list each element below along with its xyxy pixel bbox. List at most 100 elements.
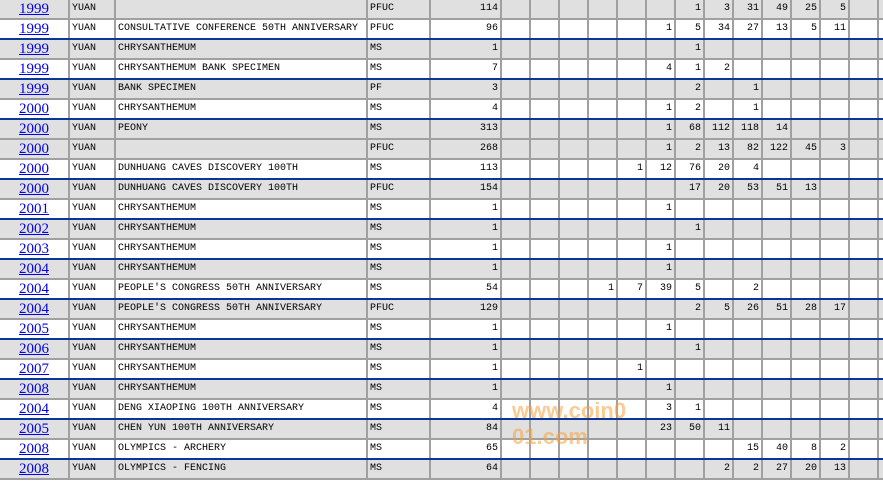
grade-count-cell bbox=[647, 80, 676, 98]
filler-cell bbox=[879, 80, 883, 98]
grade-count-cell bbox=[531, 160, 560, 178]
year-link[interactable]: 1999 bbox=[19, 61, 49, 77]
year-link[interactable]: 2006 bbox=[19, 341, 49, 357]
year-link[interactable]: 2004 bbox=[19, 281, 49, 297]
year-link[interactable]: 2005 bbox=[19, 321, 49, 337]
grade-count-cell: 51 bbox=[763, 300, 792, 318]
year-link[interactable]: 2000 bbox=[19, 181, 49, 197]
total-cell: 268 bbox=[431, 140, 502, 158]
year-cell: 2000 bbox=[0, 160, 70, 178]
year-link[interactable]: 2008 bbox=[19, 441, 49, 457]
grade-count-cell bbox=[618, 380, 647, 398]
year-link[interactable]: 2008 bbox=[19, 461, 49, 477]
grade-count-cell bbox=[647, 0, 676, 18]
type-cell: MS bbox=[368, 340, 431, 358]
denomination-cell: YUAN bbox=[70, 280, 116, 298]
year-link[interactable]: 2004 bbox=[19, 301, 49, 317]
grade-count-cell: 7 bbox=[618, 280, 647, 298]
description-cell: CHRYSANTHEMUM bbox=[116, 100, 368, 118]
grade-count-cell bbox=[502, 260, 531, 278]
year-link[interactable]: 2002 bbox=[19, 221, 49, 237]
year-link[interactable]: 1999 bbox=[19, 81, 49, 97]
grade-count-cell: 2 bbox=[705, 460, 734, 478]
total-cell: 154 bbox=[431, 180, 502, 198]
grade-count-cell: 4 bbox=[734, 160, 763, 178]
filler-cell bbox=[879, 320, 883, 338]
description-cell bbox=[116, 140, 368, 158]
filler-cell bbox=[879, 300, 883, 318]
denomination-cell: YUAN bbox=[70, 420, 116, 438]
year-link[interactable]: 2007 bbox=[19, 361, 49, 377]
grade-count-cell: 13 bbox=[792, 180, 821, 198]
type-cell: MS bbox=[368, 100, 431, 118]
grade-count-cell bbox=[560, 220, 589, 238]
year-link[interactable]: 2003 bbox=[19, 241, 49, 257]
description-cell: DENG XIAOPING 100TH ANNIVERSARY bbox=[116, 400, 368, 418]
grade-count-cell bbox=[792, 80, 821, 98]
grade-count-cell: 118 bbox=[734, 120, 763, 138]
year-link[interactable]: 2000 bbox=[19, 101, 49, 117]
grade-count-cell bbox=[531, 120, 560, 138]
filler-cell bbox=[879, 440, 883, 458]
type-cell: PFUC bbox=[368, 0, 431, 18]
grade-count-cell: 20 bbox=[792, 460, 821, 478]
year-link[interactable]: 2004 bbox=[19, 261, 49, 277]
grade-count-cell bbox=[589, 340, 618, 358]
year-link[interactable]: 2000 bbox=[19, 141, 49, 157]
grade-count-cell bbox=[705, 240, 734, 258]
grade-count-cell bbox=[850, 320, 879, 338]
grade-count-cell bbox=[763, 40, 792, 58]
denomination-cell: YUAN bbox=[70, 140, 116, 158]
grade-count-cell bbox=[560, 200, 589, 218]
grade-count-cell bbox=[589, 160, 618, 178]
denomination-cell: YUAN bbox=[70, 160, 116, 178]
grade-count-cell bbox=[850, 440, 879, 458]
grade-count-cell bbox=[821, 100, 850, 118]
grade-count-cell bbox=[821, 220, 850, 238]
grade-count-cell bbox=[502, 80, 531, 98]
grade-count-cell bbox=[589, 380, 618, 398]
grade-count-cell bbox=[850, 120, 879, 138]
grade-count-cell bbox=[560, 100, 589, 118]
year-link[interactable]: 2001 bbox=[19, 201, 49, 217]
table-row: 2004 YUAN PEOPLE'S CONGRESS 50TH ANNIVERSA… bbox=[0, 280, 883, 300]
filler-cell bbox=[879, 160, 883, 178]
total-cell: 114 bbox=[431, 0, 502, 18]
grade-count-cell: 45 bbox=[792, 140, 821, 158]
grade-count-cell bbox=[560, 0, 589, 18]
grade-count-cell bbox=[821, 420, 850, 438]
grade-count-cell bbox=[589, 40, 618, 58]
grade-count-cell bbox=[531, 100, 560, 118]
grade-count-cell: 76 bbox=[676, 160, 705, 178]
grade-count-cell bbox=[792, 100, 821, 118]
grade-count-cell bbox=[792, 340, 821, 358]
description-cell bbox=[116, 0, 368, 18]
grade-count-cell bbox=[502, 0, 531, 18]
description-cell: OLYMPICS - FENCING bbox=[116, 460, 368, 478]
total-cell: 4 bbox=[431, 100, 502, 118]
grade-count-cell bbox=[734, 320, 763, 338]
year-link[interactable]: 2000 bbox=[19, 121, 49, 137]
grade-count-cell bbox=[763, 340, 792, 358]
grade-count-cell bbox=[560, 260, 589, 278]
grade-count-cell bbox=[502, 280, 531, 298]
type-cell: MS bbox=[368, 120, 431, 138]
year-link[interactable]: 1999 bbox=[19, 41, 49, 57]
table-row: 2000 YUAN PEONY MS 313 1 68 112 118 14 bbox=[0, 120, 883, 140]
year-cell: 2006 bbox=[0, 340, 70, 358]
year-link[interactable]: 2004 bbox=[19, 401, 49, 417]
year-link[interactable]: 2005 bbox=[19, 421, 49, 437]
year-link[interactable]: 1999 bbox=[19, 21, 49, 37]
grade-count-cell bbox=[705, 220, 734, 238]
grade-count-cell bbox=[705, 200, 734, 218]
grade-count-cell: 11 bbox=[821, 20, 850, 38]
grade-count-cell bbox=[821, 40, 850, 58]
year-link[interactable]: 1999 bbox=[19, 1, 49, 17]
year-link[interactable]: 2008 bbox=[19, 381, 49, 397]
description-cell: CHRYSANTHEMUM bbox=[116, 380, 368, 398]
grade-count-cell bbox=[676, 440, 705, 458]
type-cell: MS bbox=[368, 380, 431, 398]
type-cell: MS bbox=[368, 400, 431, 418]
year-cell: 2004 bbox=[0, 260, 70, 278]
year-link[interactable]: 2000 bbox=[19, 161, 49, 177]
